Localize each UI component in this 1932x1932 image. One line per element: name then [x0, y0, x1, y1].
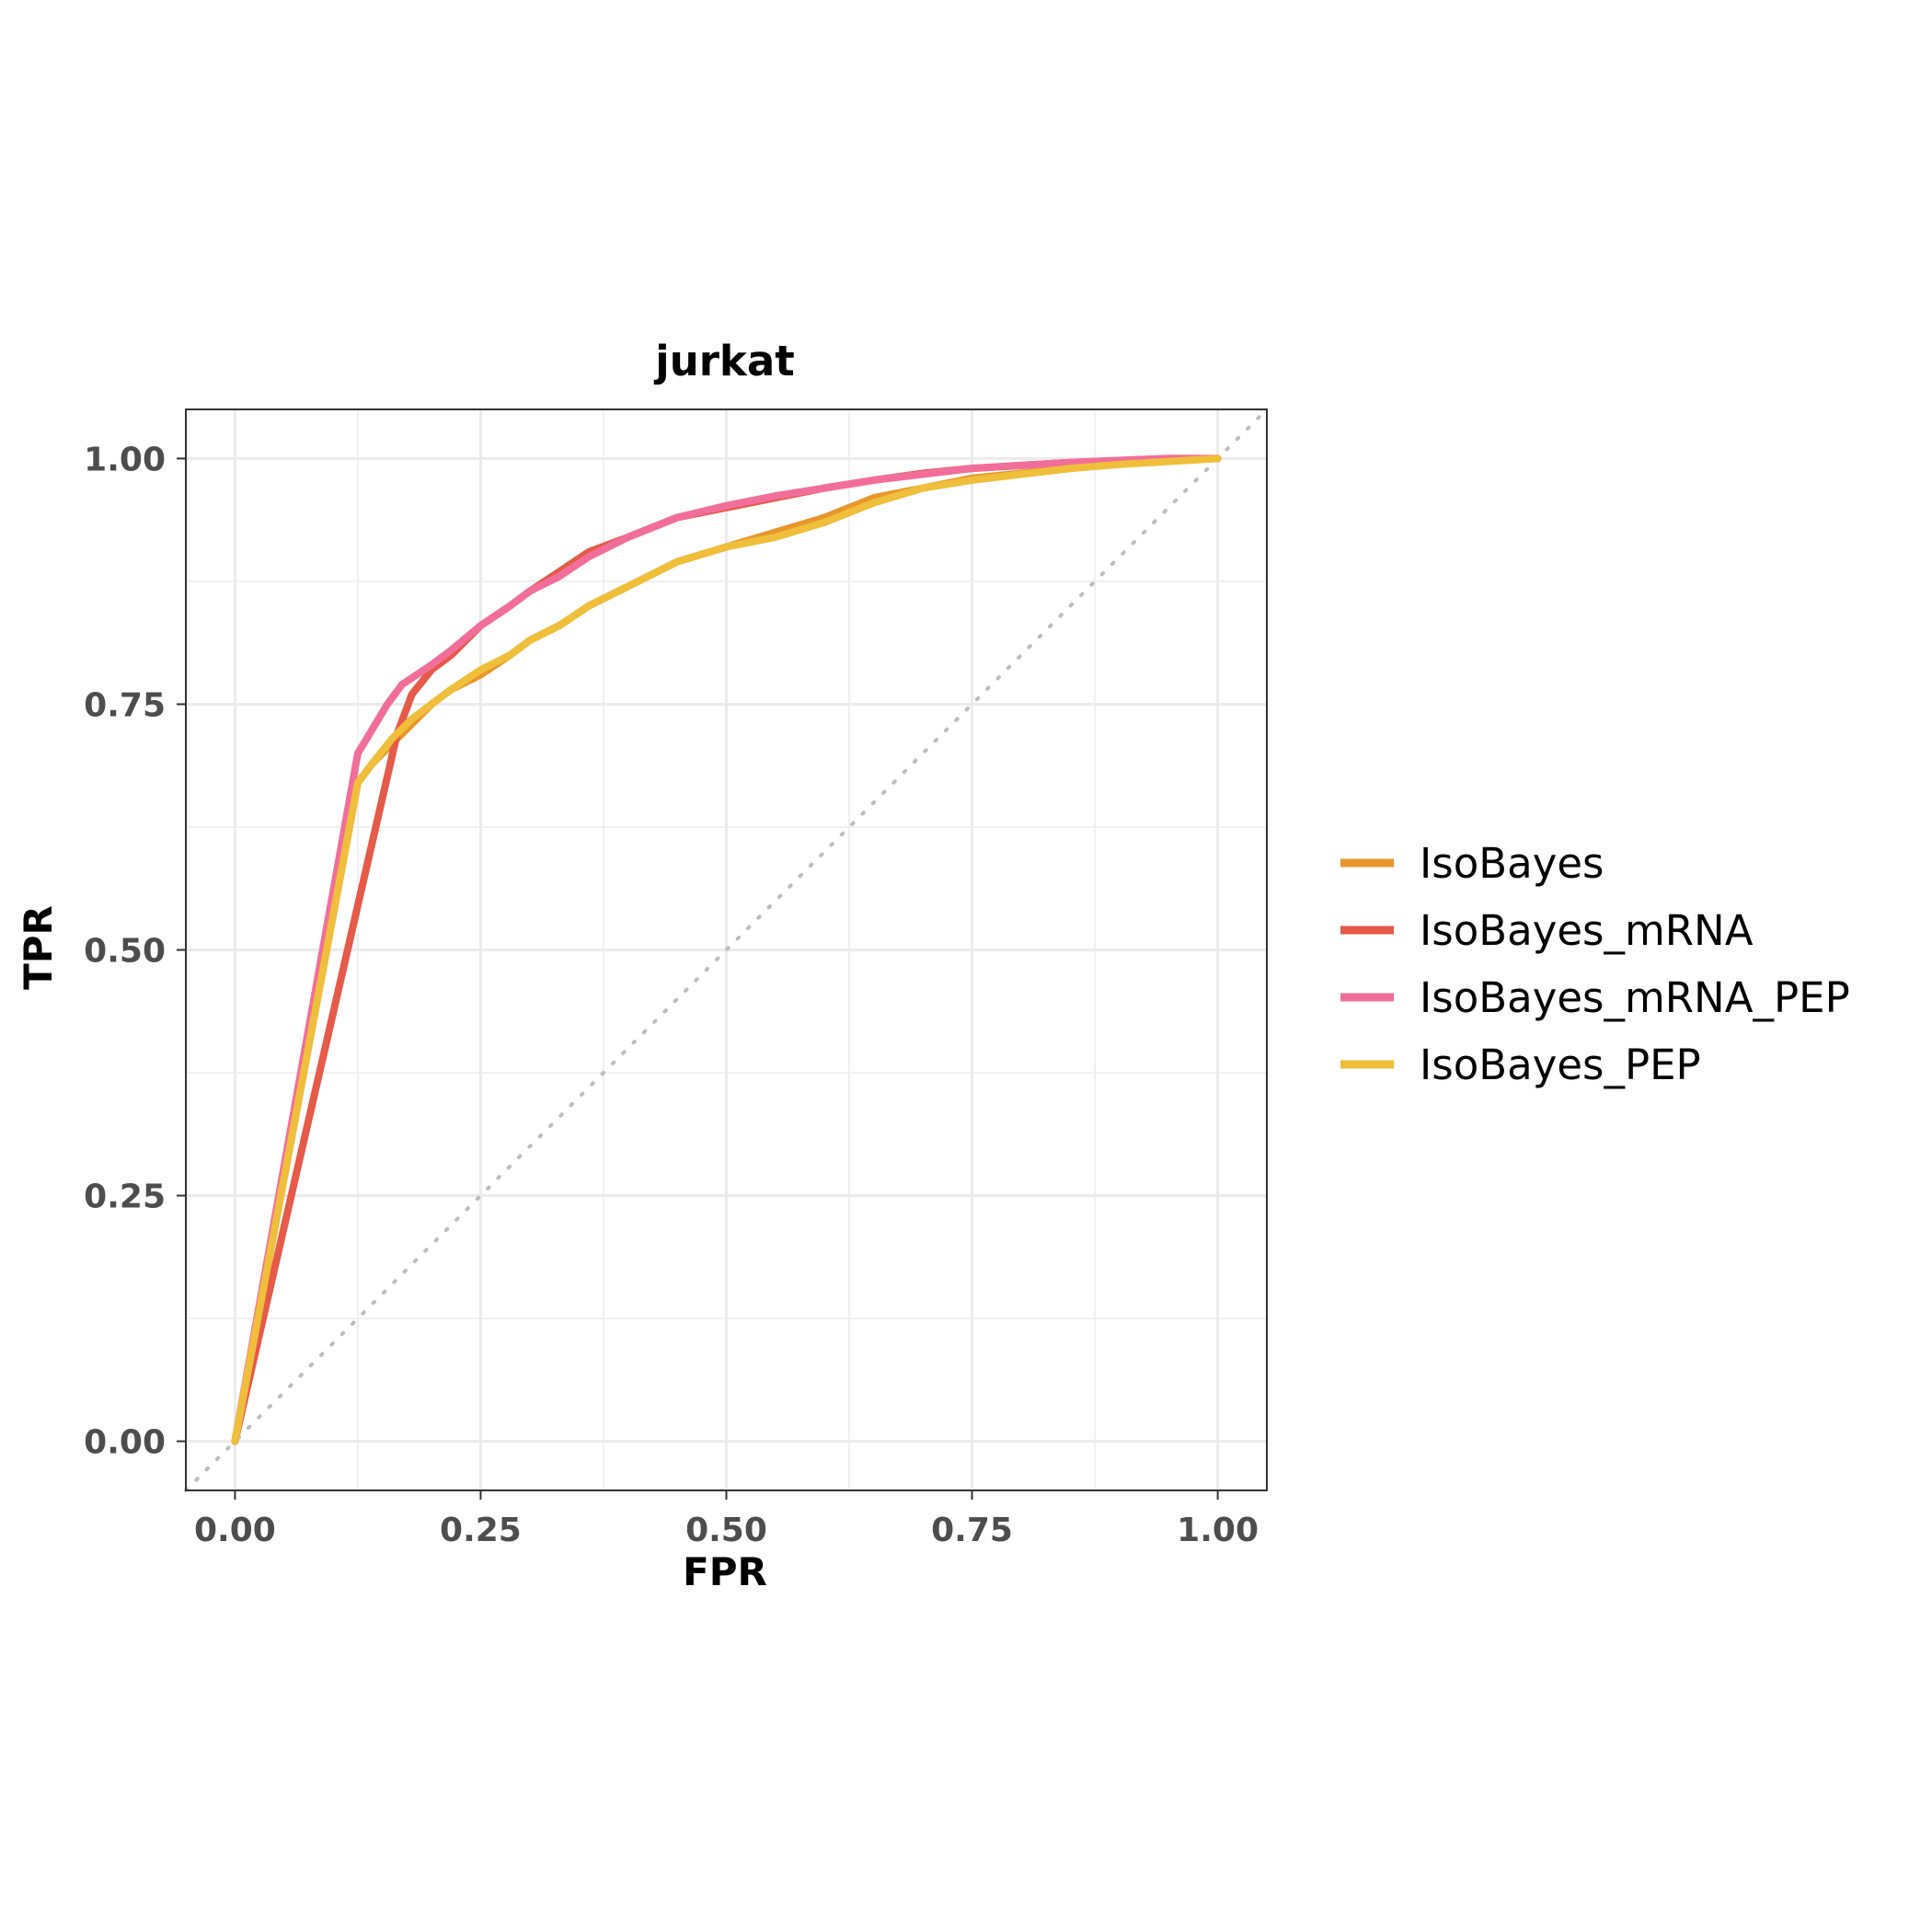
x-tick-label: 0.25: [440, 1512, 522, 1549]
y-tick-label: 0.25: [84, 1179, 166, 1216]
y-tick-label: 0.75: [84, 686, 166, 724]
chart-title: jurkat: [653, 337, 794, 385]
reference-diagonal-line: [184, 408, 1269, 1492]
x-axis-title: FPR: [683, 1549, 767, 1594]
series-line-isobayes-mrna-pep: [231, 454, 1222, 1445]
series-line-isobayes-pep: [231, 454, 1222, 1445]
x-tick-label: 0.00: [194, 1512, 276, 1549]
legend-label-isobayes-mrna: IsoBayes_mRNA: [1420, 906, 1754, 955]
y-axis-title: TPR: [16, 905, 61, 990]
y-tick-label: 0.00: [84, 1424, 166, 1462]
y-tick-label: 0.50: [84, 933, 166, 971]
x-tick-label: 1.00: [1177, 1512, 1259, 1549]
legend: IsoBayes IsoBayes_mRNA IsoBayes_mRNA_PEP Is…: [1340, 839, 1850, 1089]
x-tick-label: 0.75: [931, 1512, 1013, 1549]
x-tick-label: 0.50: [685, 1512, 767, 1549]
plot-area: 0.00 0.25 0.50 0.75 1.00 0.00 0.25 0.50 0.75 1.00: [84, 408, 1269, 1549]
legend-label-isobayes-mrna-pep: IsoBayes_mRNA_PEP: [1420, 973, 1850, 1022]
y-tick-label: 1.00: [84, 441, 166, 478]
legend-label-isobayes: IsoBayes: [1420, 839, 1604, 888]
legend-label-isobayes-pep: IsoBayes_PEP: [1420, 1041, 1701, 1089]
